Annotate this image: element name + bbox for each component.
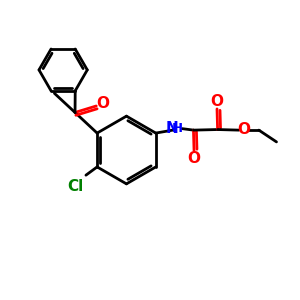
Text: O: O <box>96 95 109 110</box>
Text: N: N <box>166 121 178 136</box>
Text: O: O <box>188 151 200 166</box>
Text: O: O <box>238 122 250 137</box>
Text: Cl: Cl <box>68 179 84 194</box>
Text: H: H <box>172 122 183 135</box>
Text: O: O <box>211 94 224 109</box>
